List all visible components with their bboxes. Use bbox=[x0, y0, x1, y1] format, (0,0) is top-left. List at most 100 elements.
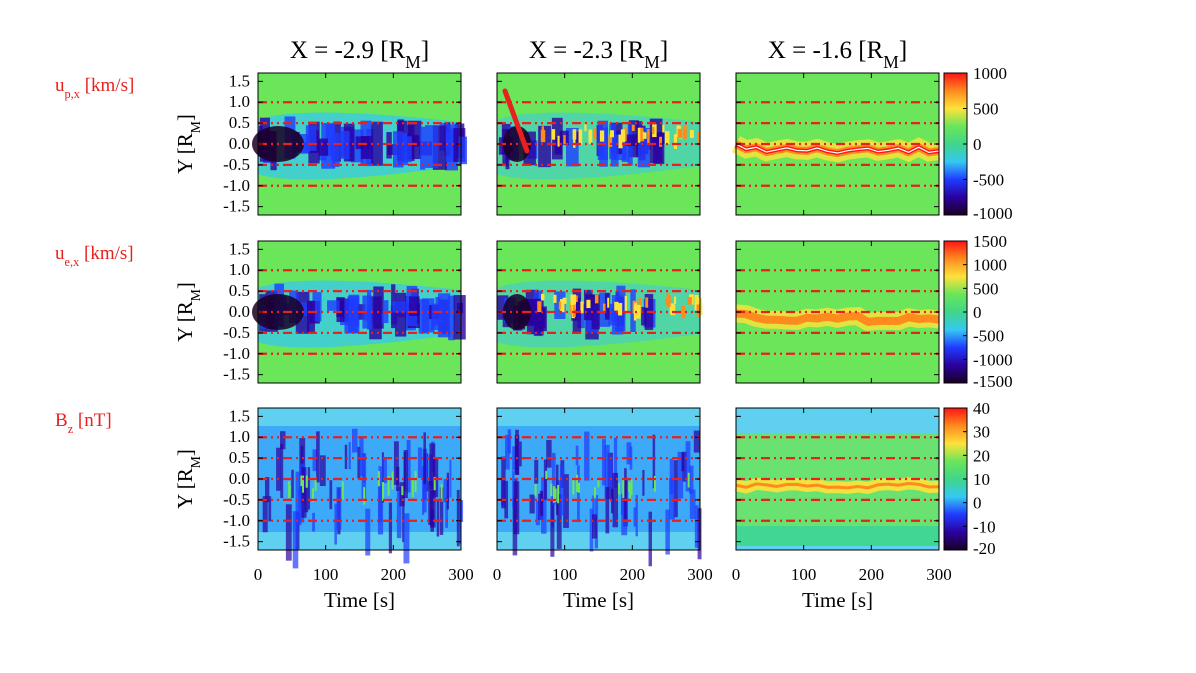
field-streak bbox=[440, 484, 443, 502]
heatmap-panel bbox=[496, 72, 701, 216]
field-streak bbox=[609, 457, 613, 488]
field-streak bbox=[550, 483, 553, 497]
field-streak bbox=[633, 507, 637, 527]
y-axis-label: Y [RM] bbox=[173, 114, 203, 174]
field-streak bbox=[382, 482, 385, 501]
field-streak bbox=[429, 489, 436, 528]
y-tick-label: -1.5 bbox=[223, 532, 250, 551]
field-streak bbox=[673, 136, 677, 149]
field-streak bbox=[429, 443, 436, 490]
x-tick-label: 300 bbox=[926, 565, 952, 584]
field-streak bbox=[575, 445, 579, 466]
field-streak bbox=[312, 449, 318, 472]
field-streak bbox=[391, 471, 394, 490]
field-region bbox=[736, 526, 939, 546]
field-streak bbox=[402, 496, 405, 543]
field-streak bbox=[578, 482, 581, 493]
heatmap-panel bbox=[252, 240, 466, 384]
field-streak bbox=[559, 464, 565, 516]
field-streak bbox=[664, 131, 670, 144]
field-streak bbox=[307, 467, 311, 510]
field-streak bbox=[635, 304, 641, 319]
field-streak bbox=[618, 134, 623, 149]
field-streak bbox=[262, 496, 268, 533]
field-region bbox=[735, 309, 940, 326]
field-streak bbox=[361, 453, 367, 499]
x-tick-label: 0 bbox=[254, 565, 263, 584]
colorbar-tick-label: 0 bbox=[973, 494, 982, 513]
field-streak bbox=[647, 129, 650, 145]
field-streak bbox=[541, 477, 547, 534]
field-streak bbox=[613, 437, 618, 489]
y-tick-label: 0.5 bbox=[229, 448, 250, 467]
field-streak bbox=[687, 472, 690, 488]
field-streak bbox=[392, 301, 406, 313]
field-streak bbox=[365, 508, 371, 556]
colorbar-tick-label: 500 bbox=[973, 279, 999, 298]
field-streak bbox=[570, 294, 575, 305]
field-streak bbox=[403, 513, 410, 564]
field-streak bbox=[645, 297, 649, 308]
field-streak bbox=[348, 441, 351, 470]
field-streak bbox=[403, 450, 408, 499]
field-streak bbox=[388, 502, 393, 554]
heatmap-panel bbox=[257, 407, 464, 569]
field-streak bbox=[276, 447, 281, 491]
field-streak bbox=[298, 489, 305, 523]
field-streak bbox=[624, 127, 627, 142]
field-streak bbox=[436, 499, 440, 537]
y-tick-label: 0.0 bbox=[229, 469, 250, 488]
field-streak bbox=[617, 303, 623, 316]
colorbar-tick-label: 1500 bbox=[973, 232, 1007, 251]
field-streak bbox=[696, 304, 701, 317]
field-streak bbox=[539, 490, 544, 516]
field-streak bbox=[395, 292, 407, 337]
field-streak bbox=[550, 501, 555, 557]
field-streak bbox=[352, 428, 358, 453]
x-tick-label: 200 bbox=[620, 565, 646, 584]
row-label: ue,x [km/s] bbox=[55, 243, 134, 269]
field-streak bbox=[406, 439, 411, 493]
field-streak bbox=[591, 294, 600, 330]
field-streak bbox=[430, 509, 435, 532]
colorbar-tick-label: 40 bbox=[973, 399, 990, 418]
field-streak bbox=[685, 441, 691, 492]
field-streak bbox=[687, 297, 692, 305]
colorbar-tick-label: -500 bbox=[973, 171, 1004, 190]
field-streak bbox=[635, 494, 638, 537]
field-streak bbox=[534, 459, 539, 484]
field-streak bbox=[578, 129, 583, 145]
field-streak bbox=[318, 138, 329, 156]
colorbar-tick-label: -1000 bbox=[973, 350, 1013, 369]
field-streak bbox=[573, 134, 576, 148]
field-streak bbox=[519, 441, 522, 467]
field-streak bbox=[666, 292, 670, 306]
x-tick-label: 200 bbox=[381, 565, 407, 584]
field-streak bbox=[652, 434, 656, 489]
field-streak bbox=[584, 431, 590, 481]
y-tick-label: 0.5 bbox=[229, 113, 250, 132]
colorbar-tick-label: 0 bbox=[973, 303, 982, 322]
field-streak bbox=[563, 474, 569, 528]
field-streak bbox=[669, 478, 675, 520]
panel-frame bbox=[496, 240, 701, 384]
field-streak bbox=[640, 130, 645, 142]
heatmap-panel bbox=[731, 72, 941, 216]
field-streak bbox=[458, 501, 461, 545]
field-streak bbox=[540, 293, 545, 301]
field-streak bbox=[534, 484, 537, 497]
field-streak bbox=[535, 500, 540, 526]
field-streak bbox=[562, 297, 567, 304]
column-title: X = -2.3 [RM] bbox=[529, 37, 668, 72]
field-streak bbox=[307, 300, 315, 333]
field-streak bbox=[592, 495, 595, 521]
field-streak bbox=[329, 480, 333, 510]
y-tick-label: 1.0 bbox=[229, 427, 250, 446]
field-streak bbox=[558, 301, 561, 310]
field-streak bbox=[497, 295, 509, 320]
y-tick-label: 1.0 bbox=[229, 92, 250, 111]
heatmap-panel bbox=[735, 240, 940, 384]
field-region bbox=[735, 143, 940, 154]
field-streak bbox=[622, 477, 625, 498]
